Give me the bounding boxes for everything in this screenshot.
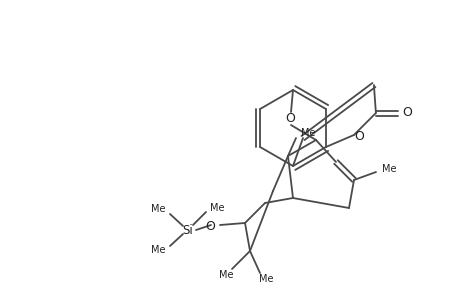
Text: O: O bbox=[401, 106, 411, 119]
Text: Si: Si bbox=[182, 224, 193, 236]
Text: Me: Me bbox=[151, 245, 166, 255]
Text: Me: Me bbox=[210, 203, 224, 213]
Text: Me: Me bbox=[151, 204, 166, 214]
Text: Me: Me bbox=[381, 164, 396, 174]
Text: O: O bbox=[353, 130, 363, 142]
Text: O: O bbox=[205, 220, 214, 232]
Text: Me: Me bbox=[218, 270, 233, 280]
Text: Me: Me bbox=[258, 274, 273, 284]
Text: Me: Me bbox=[300, 128, 315, 138]
Text: O: O bbox=[285, 112, 294, 125]
